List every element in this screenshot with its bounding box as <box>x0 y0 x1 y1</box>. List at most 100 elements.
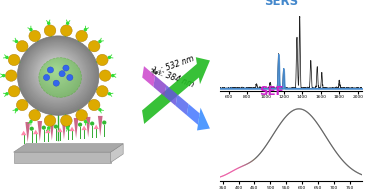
Polygon shape <box>81 126 87 130</box>
Circle shape <box>22 41 93 109</box>
Circle shape <box>98 40 102 43</box>
Polygon shape <box>187 104 200 125</box>
Circle shape <box>15 108 18 112</box>
Polygon shape <box>176 94 188 115</box>
Circle shape <box>47 22 51 25</box>
Text: λₑₓ: 384 nm: λₑₓ: 384 nm <box>150 66 195 89</box>
Circle shape <box>16 99 28 111</box>
Circle shape <box>84 28 87 31</box>
Circle shape <box>29 30 41 42</box>
Polygon shape <box>74 118 78 138</box>
Circle shape <box>2 74 5 77</box>
Circle shape <box>30 48 85 101</box>
Circle shape <box>108 92 111 95</box>
Circle shape <box>39 56 74 90</box>
Circle shape <box>44 74 50 81</box>
Polygon shape <box>142 57 210 124</box>
Circle shape <box>35 52 79 94</box>
Circle shape <box>21 40 94 111</box>
Circle shape <box>40 57 73 89</box>
Circle shape <box>66 126 70 130</box>
Circle shape <box>8 54 20 66</box>
Circle shape <box>90 122 94 126</box>
Circle shape <box>84 120 87 123</box>
Text: SERS: SERS <box>264 0 298 8</box>
Circle shape <box>46 63 66 81</box>
Polygon shape <box>45 129 51 133</box>
Circle shape <box>5 56 9 59</box>
Circle shape <box>60 115 72 126</box>
Circle shape <box>53 69 58 74</box>
Polygon shape <box>197 108 210 130</box>
Circle shape <box>88 40 100 52</box>
Circle shape <box>76 30 87 42</box>
Circle shape <box>47 67 53 73</box>
Circle shape <box>16 40 28 52</box>
Circle shape <box>102 121 107 125</box>
Polygon shape <box>69 127 75 131</box>
Polygon shape <box>25 122 30 143</box>
Circle shape <box>27 45 87 103</box>
Circle shape <box>34 51 80 96</box>
Circle shape <box>26 44 89 105</box>
Circle shape <box>44 25 56 36</box>
Circle shape <box>59 71 65 77</box>
Circle shape <box>19 37 97 114</box>
Polygon shape <box>93 125 99 129</box>
Circle shape <box>66 124 70 128</box>
Circle shape <box>38 55 76 92</box>
Circle shape <box>97 86 108 97</box>
Circle shape <box>78 122 82 127</box>
Polygon shape <box>61 119 66 139</box>
Circle shape <box>29 28 33 31</box>
Circle shape <box>76 110 87 121</box>
Polygon shape <box>21 131 26 135</box>
Circle shape <box>66 22 70 25</box>
Circle shape <box>8 86 20 97</box>
Circle shape <box>25 43 90 106</box>
Circle shape <box>44 115 56 126</box>
Polygon shape <box>153 76 166 96</box>
Circle shape <box>44 60 68 84</box>
Polygon shape <box>164 85 178 106</box>
Circle shape <box>29 46 86 102</box>
Circle shape <box>99 70 111 81</box>
Circle shape <box>97 54 108 66</box>
Circle shape <box>15 40 18 43</box>
Circle shape <box>45 62 67 83</box>
Polygon shape <box>33 130 38 134</box>
Circle shape <box>53 80 59 86</box>
Circle shape <box>54 125 58 129</box>
Circle shape <box>54 70 57 72</box>
Polygon shape <box>111 144 123 163</box>
Circle shape <box>42 126 46 130</box>
Circle shape <box>5 92 9 95</box>
Circle shape <box>29 120 33 123</box>
Circle shape <box>33 50 82 98</box>
Polygon shape <box>14 152 111 163</box>
Ellipse shape <box>39 58 82 97</box>
Circle shape <box>49 65 63 78</box>
Circle shape <box>18 36 99 115</box>
Circle shape <box>108 56 111 59</box>
Polygon shape <box>86 117 90 137</box>
X-axis label: Raman shift (cm⁻¹): Raman shift (cm⁻¹) <box>265 100 317 106</box>
Circle shape <box>88 99 100 111</box>
Polygon shape <box>98 116 102 136</box>
Text: SEF: SEF <box>259 85 284 98</box>
Circle shape <box>111 74 115 77</box>
Circle shape <box>67 74 73 81</box>
Circle shape <box>29 110 41 121</box>
Polygon shape <box>37 121 42 141</box>
Circle shape <box>30 127 34 131</box>
Polygon shape <box>14 144 123 152</box>
Circle shape <box>60 25 72 36</box>
Circle shape <box>31 49 83 99</box>
Circle shape <box>50 66 61 77</box>
Circle shape <box>63 65 69 71</box>
Text: λₑₓ: 532 nm: λₑₓ: 532 nm <box>150 54 195 78</box>
Circle shape <box>24 42 92 108</box>
Circle shape <box>47 126 51 130</box>
Circle shape <box>36 53 77 93</box>
Circle shape <box>98 108 102 112</box>
